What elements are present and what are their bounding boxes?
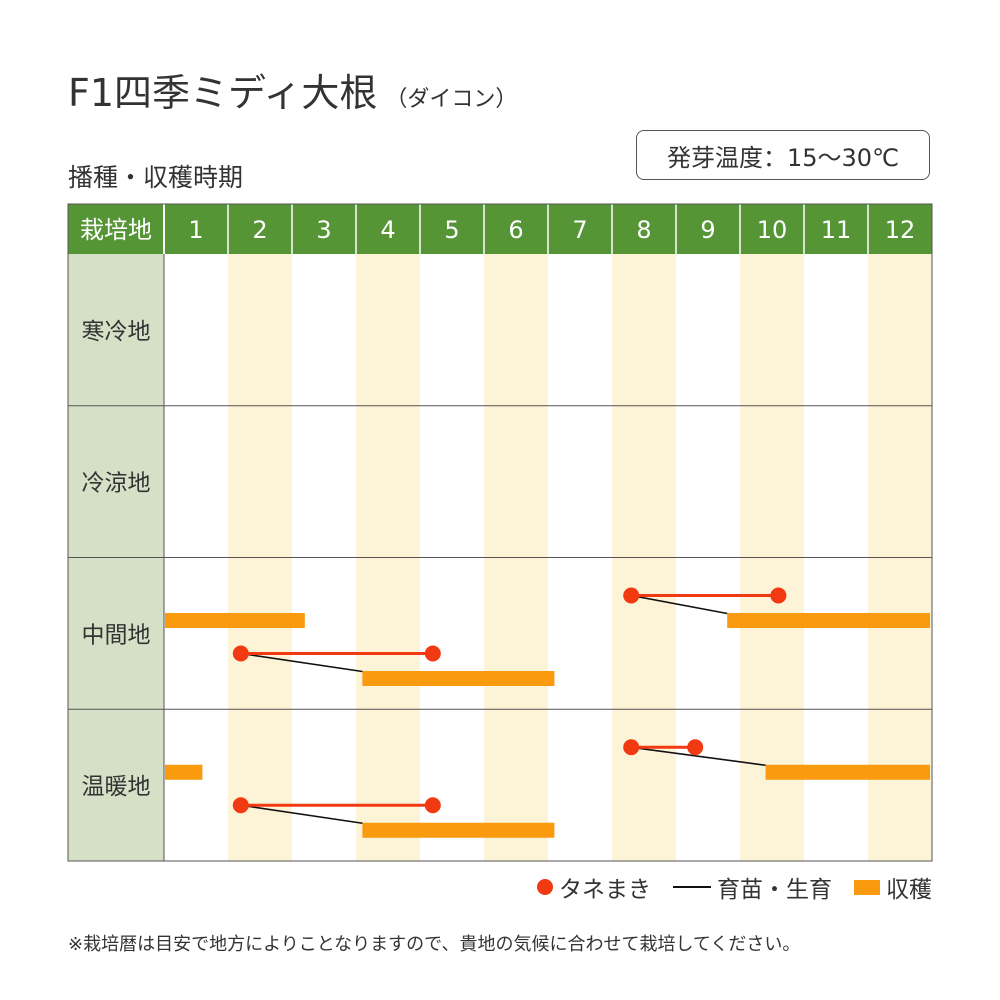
harvest-bar [727,613,930,628]
month-label: 11 [821,216,852,244]
legend-sowing-label: タネまき [559,877,651,903]
legend-growing-label: 育苗・生育 [717,877,832,903]
legend-sowing: タネまき [537,870,651,904]
page-title: F1四季ミディ大根 （ダイコン） [68,62,517,117]
header-label-region: 栽培地 [80,216,152,244]
legend: タネまき 育苗・生育 収穫 [500,870,932,904]
month-label: 9 [700,216,715,244]
section-title: 播種・収穫時期 [68,163,244,192]
sowing-dot [623,587,640,604]
sowing-dot [232,645,249,662]
month-label: 2 [252,216,267,244]
sowing-dot [687,739,704,756]
germination-temp-label: 発芽温度：15～30℃ [666,143,900,172]
sowing-dot [232,797,249,814]
growing-line-icon [673,886,711,888]
month-label: 8 [636,216,651,244]
legend-harvest-label: 収穫 [886,877,932,903]
month-label: 12 [885,216,916,244]
growing-line [240,652,363,673]
harvest-bar-icon [854,879,880,895]
month-label: 5 [444,216,459,244]
harvest-bar [362,671,555,686]
region-label: 寒冷地 [82,319,151,345]
month-label: 10 [757,216,788,244]
month-label: 6 [508,216,523,244]
title-sub: （ダイコン） [385,87,518,112]
growing-line [240,804,363,825]
month-label: 1 [188,216,203,244]
germination-temp-box: 発芽温度：15～30℃ [636,130,930,180]
harvest-bar [165,613,305,628]
header-row [68,204,932,254]
region-label: 冷涼地 [82,471,151,497]
legend-growing: 育苗・生育 [673,870,832,904]
sowing-dot [770,587,787,604]
sowing-dot [623,739,640,756]
footnote: ※栽培暦は目安で地方によりことなりますので、貴地の気候に合わせて栽培してください… [68,934,801,955]
growing-line [631,746,766,767]
month-label: 7 [572,216,587,244]
region-label: 温暖地 [82,774,151,800]
month-label: 3 [316,216,331,244]
sowing-dot [424,645,441,662]
title-main: F1四季ミディ大根 [68,71,378,115]
harvest-bar [362,822,555,838]
sowing-dot-icon [537,879,553,895]
month-label: 4 [380,216,395,244]
harvest-bar [165,764,203,780]
sowing-dot [424,797,441,814]
table-border [67,203,933,862]
region-label: 中間地 [82,622,151,648]
legend-harvest: 収穫 [854,870,932,904]
growing-line [631,594,728,615]
harvest-bar [765,764,930,780]
